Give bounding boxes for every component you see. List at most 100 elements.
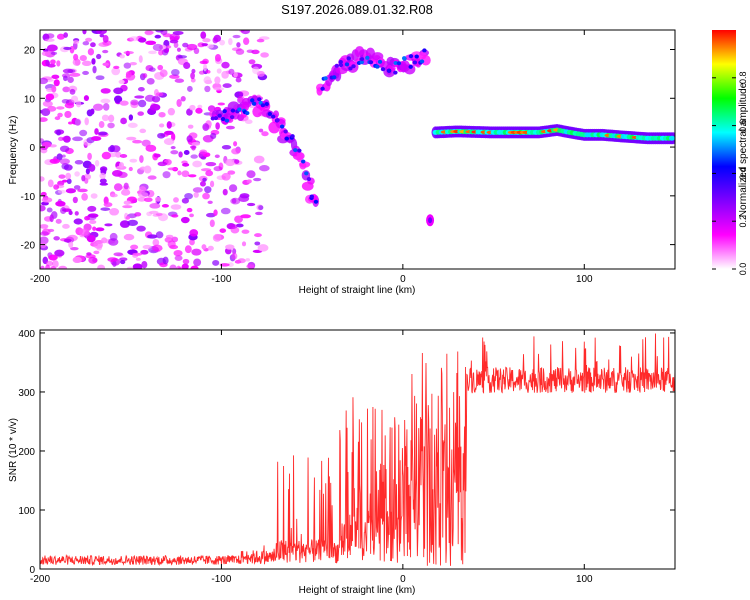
spectrogram-noise-blob <box>177 55 188 59</box>
spectrogram-noise-blob <box>123 62 132 69</box>
spectrogram-track-core <box>313 199 319 204</box>
spectrogram-noise-blob <box>259 165 270 172</box>
spectrogram-y-label: Frequency (Hz) <box>8 116 19 185</box>
spectrogram-noise-blob <box>155 212 163 216</box>
spectrogram-noise-blob <box>113 183 123 191</box>
spectrogram-noise-blob <box>46 44 58 52</box>
spectrogram-noise-blob <box>240 214 251 219</box>
spectrogram-noise-blob <box>155 231 164 239</box>
spectrogram-noise-blob <box>65 188 77 194</box>
spectrogram-noise-blob <box>257 244 269 252</box>
spectrogram-noise-blob <box>145 40 157 46</box>
spectrogram-noise-blob <box>90 42 96 48</box>
spectrogram-noise-blob <box>49 214 54 223</box>
spectrogram-track-core <box>267 111 273 116</box>
spectrogram-noise-blob <box>170 204 182 210</box>
spectrogram-noise-blob <box>45 33 55 39</box>
spectrogram-x-tick-label: 0 <box>400 274 406 285</box>
spectrogram-y-tick-label: 20 <box>24 46 36 57</box>
spectrogram-track-core <box>408 64 413 69</box>
spectrogram-noise-blob <box>207 200 213 205</box>
spectrogram-noise-blob <box>67 76 74 83</box>
spectrogram-noise-blob <box>56 153 63 161</box>
spectrogram-track-core <box>306 177 312 182</box>
spectrogram-noise-blob <box>166 121 172 129</box>
spectrogram-y-tick-label: 0 <box>29 143 35 154</box>
spectrogram-noise-blob <box>147 107 156 115</box>
colorbar-tick-label: 0.6 <box>738 119 748 132</box>
spectrogram-noise-blob <box>83 173 92 180</box>
spectrogram-noise-blob <box>62 223 70 229</box>
spectrogram-noise-blob <box>205 69 211 74</box>
spectrogram-noise-blob <box>89 220 97 225</box>
spectrogram-noise-blob <box>48 254 58 261</box>
spectrogram-noise-blob <box>54 116 61 121</box>
spectrogram-noise-blob <box>93 250 100 255</box>
spectrogram-track-core <box>401 56 407 61</box>
spectrogram-noise-blob <box>128 114 134 121</box>
spectrogram-noise-blob <box>63 32 68 38</box>
spectrogram-noise-blob <box>191 141 201 146</box>
spectrogram-noise-blob <box>129 36 140 42</box>
spectrogram-noise-blob <box>210 132 217 139</box>
spectrogram-noise-blob <box>200 168 212 172</box>
spectrogram-noise-blob <box>154 196 162 202</box>
spectrogram-noise-blob <box>200 181 206 187</box>
spectrogram-noise-blob <box>231 148 241 155</box>
spectrogram-noise-blob <box>198 70 205 75</box>
spectrogram-noise-blob <box>182 162 190 167</box>
spectrogram-noise-blob <box>63 46 72 51</box>
spectrogram-noise-blob <box>139 155 144 163</box>
spectrogram-noise-blob <box>69 45 75 54</box>
spectrogram-noise-blob <box>221 172 231 181</box>
spectrogram-noise-blob <box>61 154 66 158</box>
spectrogram-noise-blob <box>206 43 214 49</box>
snr-y-tick-label: 400 <box>18 329 35 340</box>
spectrogram-noise-blob <box>100 98 111 104</box>
spectrogram-noise-blob <box>189 229 199 237</box>
spectrogram-track-core <box>213 116 219 121</box>
spectrogram-noise-blob <box>204 186 212 194</box>
spectrogram-noise-blob <box>220 207 231 215</box>
spectrogram-noise-blob <box>97 131 108 136</box>
snr-x-tick-label: 0 <box>400 574 406 585</box>
spectrogram-noise-blob <box>228 68 235 75</box>
spectrogram-noise-blob <box>74 160 84 165</box>
spectrogram-noise-blob <box>73 185 81 190</box>
spectrogram-noise-blob <box>52 260 59 268</box>
spectrogram-plot-area <box>40 30 675 269</box>
spectrogram-y-tick-label: -20 <box>21 241 36 252</box>
spectrogram-noise-blob <box>40 117 48 122</box>
spectrogram-noise-blob <box>138 99 147 108</box>
spectrogram-noise-blob <box>62 86 71 93</box>
spectrogram-noise-blob <box>44 38 55 42</box>
spectrogram-noise-blob <box>239 193 250 199</box>
spectrogram-noise-blob <box>176 47 181 52</box>
spectrogram-track-core <box>245 111 250 116</box>
spectrogram-noise-blob <box>90 108 95 115</box>
spectrogram-noise-blob <box>192 187 203 193</box>
spectrogram-noise-blob <box>205 170 214 177</box>
spectrogram-noise-blob <box>68 210 73 216</box>
spectrogram-noise-blob <box>110 193 118 198</box>
spectrogram-noise-blob <box>57 112 63 118</box>
spectrogram-noise-blob <box>65 172 72 180</box>
spectrogram-noise-blob <box>180 96 186 102</box>
spectrogram-noise-blob <box>167 167 179 171</box>
spectrogram-noise-blob <box>118 79 125 84</box>
spectrogram-noise-blob <box>233 141 238 147</box>
spectrogram-noise-blob <box>189 213 194 218</box>
spectrogram-noise-blob <box>102 34 109 43</box>
spectrogram-noise-blob <box>113 65 120 69</box>
spectrogram-blob-core <box>428 217 433 224</box>
spectrogram-noise-blob <box>146 78 155 85</box>
spectrogram-noise-blob <box>41 197 53 203</box>
spectrogram-noise-blob <box>84 117 89 126</box>
spectrogram-track-core <box>419 59 425 64</box>
spectrogram-noise-blob <box>71 95 79 103</box>
spectrogram-noise-blob <box>181 170 190 178</box>
spectrogram-noise-blob <box>127 219 139 227</box>
spectrogram-noise-blob <box>86 252 92 256</box>
spectrogram-noise-blob <box>130 244 139 250</box>
